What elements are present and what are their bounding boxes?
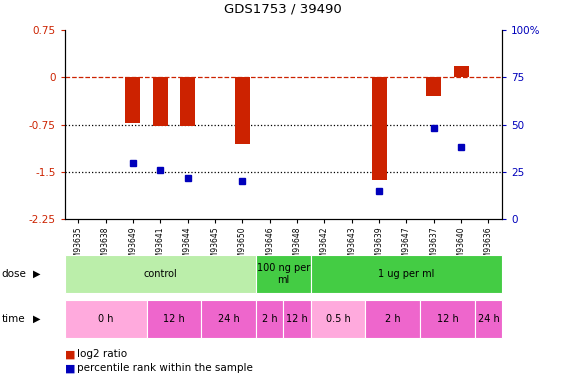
Bar	[371, 77, 387, 180]
Text: 12 h: 12 h	[286, 314, 308, 324]
Text: dose: dose	[2, 269, 26, 279]
Text: 2 h: 2 h	[262, 314, 278, 324]
Bar	[180, 77, 195, 126]
Text: 12 h: 12 h	[163, 314, 185, 324]
Text: 0 h: 0 h	[98, 314, 113, 324]
Text: ▶: ▶	[33, 314, 40, 324]
Bar	[234, 77, 250, 144]
Text: time: time	[2, 314, 25, 324]
Bar	[453, 66, 468, 77]
Text: 0.5 h: 0.5 h	[325, 314, 351, 324]
Text: control: control	[144, 269, 177, 279]
Text: ■: ■	[65, 363, 75, 373]
Text: ■: ■	[65, 350, 75, 359]
Bar	[426, 77, 442, 96]
Text: 2 h: 2 h	[385, 314, 401, 324]
Text: 24 h: 24 h	[218, 314, 240, 324]
Bar	[153, 77, 168, 126]
Bar	[125, 77, 140, 123]
Text: ▶: ▶	[33, 269, 40, 279]
Text: percentile rank within the sample: percentile rank within the sample	[77, 363, 254, 373]
Text: 1 ug per ml: 1 ug per ml	[378, 269, 435, 279]
Text: log2 ratio: log2 ratio	[77, 350, 127, 359]
Text: 24 h: 24 h	[477, 314, 499, 324]
Text: 12 h: 12 h	[436, 314, 458, 324]
Text: 100 ng per
ml: 100 ng per ml	[257, 263, 310, 285]
Text: GDS1753 / 39490: GDS1753 / 39490	[224, 2, 342, 15]
